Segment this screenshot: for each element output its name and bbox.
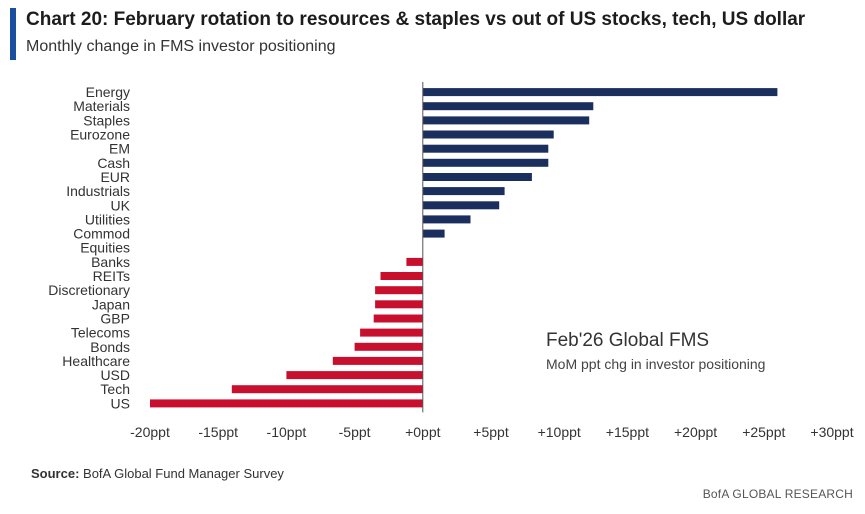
category-label-materials: Materials <box>73 98 130 114</box>
category-label-reits: REITs <box>93 268 130 284</box>
bar-staples <box>422 116 590 125</box>
bar-eurozone <box>422 130 554 139</box>
category-label-healthcare: Healthcare <box>62 353 130 369</box>
category-label-eurozone: Eurozone <box>70 127 130 143</box>
chart-title: Chart 20: February rotation to resources… <box>26 9 806 30</box>
source-text: BofA Global Fund Manager Survey <box>83 466 284 481</box>
bar-uk <box>422 201 500 210</box>
bar-us <box>150 399 423 408</box>
x-tick-label: +15ppt <box>606 424 649 440</box>
x-tick-label: -20ppt <box>130 424 170 440</box>
source-note: Source: BofA Global Fund Manager Survey <box>31 466 284 481</box>
category-label-equities: Equities <box>80 240 130 256</box>
bar-materials <box>422 102 594 111</box>
x-tick-label: -15ppt <box>198 424 238 440</box>
brand-label: BofA GLOBAL RESEARCH <box>702 487 853 501</box>
bar-bonds <box>354 342 423 351</box>
annotation-subtitle: MoM ppt chg in investor positioning <box>546 356 765 372</box>
source-label: Source: <box>31 466 80 481</box>
bar-cash <box>422 158 549 167</box>
bar-discretionary <box>375 286 423 295</box>
category-label-em: EM <box>109 141 130 157</box>
category-label-banks: Banks <box>91 254 130 270</box>
bar-commod <box>422 229 445 238</box>
category-label-cash: Cash <box>97 155 130 171</box>
x-tick-label: -10ppt <box>267 424 307 440</box>
bar-banks <box>406 257 423 266</box>
category-label-staples: Staples <box>83 112 130 128</box>
x-tick-label: -5ppt <box>339 424 371 440</box>
category-label-uk: UK <box>111 197 131 213</box>
category-label-japan: Japan <box>92 296 130 312</box>
category-label-us: US <box>111 395 130 411</box>
bar-energy <box>422 88 778 97</box>
annotation-title: Feb'26 Global FMS <box>546 330 709 351</box>
title-accent-bar <box>10 8 16 60</box>
category-label-bonds: Bonds <box>90 339 130 355</box>
category-label-energy: Energy <box>86 84 130 100</box>
category-label-utilities: Utilities <box>85 211 130 227</box>
bar-eur <box>422 173 532 181</box>
x-tick-label: +30ppt <box>810 424 853 440</box>
bar-gbp <box>373 314 423 323</box>
x-tick-label: +5ppt <box>473 424 509 440</box>
bar-japan <box>375 300 423 309</box>
x-tick-label: +0ppt <box>405 424 441 440</box>
x-tick-label: +10ppt <box>538 424 581 440</box>
bar-healthcare <box>332 356 423 365</box>
bar-tech <box>231 385 423 394</box>
category-label-tech: Tech <box>100 381 130 397</box>
category-label-commod: Commod <box>73 226 130 242</box>
category-label-telecoms: Telecoms <box>71 325 130 341</box>
bar-telecoms <box>360 328 423 337</box>
bar-industrials <box>422 187 505 196</box>
bar-usd <box>286 371 423 380</box>
bar-reits <box>380 272 423 280</box>
category-label-usd: USD <box>100 367 130 383</box>
chart-subtitle: Monthly change in FMS investor positioni… <box>26 38 336 55</box>
category-label-discretionary: Discretionary <box>48 282 130 298</box>
category-label-gbp: GBP <box>100 311 130 327</box>
bar-utilities <box>422 215 471 224</box>
category-label-eur: EUR <box>100 169 130 185</box>
x-tick-label: +20ppt <box>674 424 717 440</box>
category-label-industrials: Industrials <box>66 183 130 199</box>
x-tick-label: +25ppt <box>742 424 785 440</box>
bar-em <box>422 144 549 153</box>
